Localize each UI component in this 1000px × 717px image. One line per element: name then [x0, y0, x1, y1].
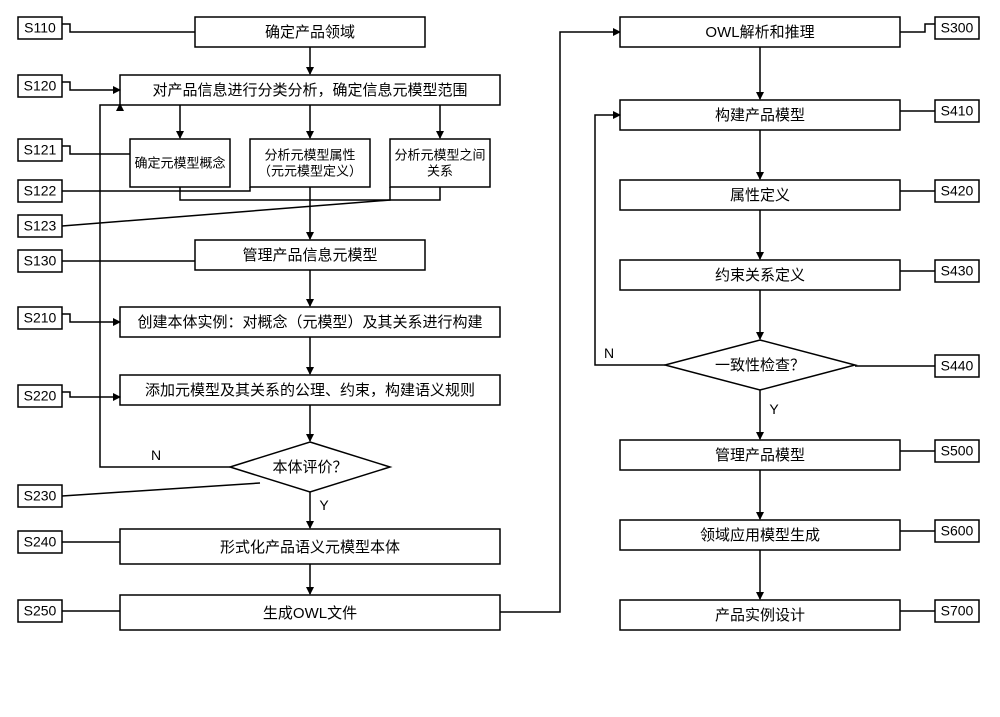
- text-s123a: 分析元模型之间: [394, 147, 485, 162]
- text-s240: 形式化产品语义元模型本体: [220, 539, 400, 556]
- text-s420: 属性定义: [730, 187, 790, 204]
- svg-text:S600: S600: [941, 523, 974, 539]
- label-no-right: N: [604, 345, 614, 361]
- svg-text:S440: S440: [941, 358, 974, 374]
- conn-tag-s220: [62, 392, 120, 397]
- conn-tag-s120: [62, 82, 120, 90]
- text-s500: 管理产品模型: [715, 447, 805, 464]
- text-s700: 产品实例设计: [715, 607, 805, 624]
- text-s122a: 分析元模型属性: [264, 147, 355, 162]
- svg-text:S500: S500: [941, 443, 974, 459]
- svg-text:S700: S700: [941, 603, 974, 619]
- text-s440: 一致性检查？: [715, 357, 805, 374]
- text-s220: 添加元模型及其关系的公理、约束，构建语义规则: [145, 382, 475, 399]
- label-yes-right: Y: [769, 401, 779, 417]
- conn-tag-s210: [62, 314, 120, 322]
- conn-tag-s121: [62, 146, 130, 154]
- label-no-left: N: [151, 447, 161, 463]
- text-s123b: 关系: [427, 163, 453, 178]
- svg-text:S210: S210: [24, 310, 57, 326]
- text-s210: 创建本体实例：对概念（元模型）及其关系进行构建: [137, 313, 482, 331]
- svg-text:S121: S121: [24, 142, 57, 158]
- text-s430: 约束关系定义: [715, 267, 805, 284]
- text-s410: 构建产品模型: [715, 107, 805, 124]
- text-s122b: （元元模型定义）: [258, 163, 362, 178]
- text-s250: 生成OWL文件: [263, 605, 357, 622]
- svg-text:S122: S122: [24, 183, 57, 199]
- conn-tag-s123: [62, 187, 390, 226]
- arrow-440-no: [595, 115, 665, 365]
- merge-121: [180, 187, 310, 200]
- arrow-250-300: [500, 32, 620, 612]
- text-s230: 本体评价？: [272, 459, 347, 476]
- svg-text:S410: S410: [941, 103, 974, 119]
- svg-text:S240: S240: [24, 534, 57, 550]
- text-s600: 领域应用模型生成: [700, 526, 820, 544]
- svg-text:S110: S110: [24, 20, 56, 36]
- svg-text:S430: S430: [941, 263, 974, 279]
- text-s300: OWL解析和推理: [705, 24, 814, 41]
- svg-text:S300: S300: [941, 20, 974, 36]
- svg-text:S123: S123: [24, 218, 57, 234]
- svg-text:S420: S420: [941, 183, 974, 199]
- merge-123: [310, 187, 440, 200]
- svg-text:S130: S130: [24, 253, 57, 269]
- text-s120: 对产品信息进行分类分析，确定信息元模型范围: [152, 82, 467, 99]
- conn-tag-s230: [62, 483, 260, 496]
- conn-tag-s110: [62, 24, 195, 32]
- label-yes-left: Y: [319, 497, 329, 513]
- svg-text:S220: S220: [24, 388, 57, 404]
- conn-tag-s300: [900, 24, 935, 32]
- text-s110: 确定产品领域: [265, 24, 355, 41]
- svg-text:S250: S250: [24, 603, 57, 619]
- svg-text:S120: S120: [24, 78, 57, 94]
- text-s121: 确定元模型概念: [134, 155, 225, 170]
- text-s130: 管理产品信息元模型: [242, 247, 377, 264]
- svg-text:S230: S230: [24, 488, 57, 504]
